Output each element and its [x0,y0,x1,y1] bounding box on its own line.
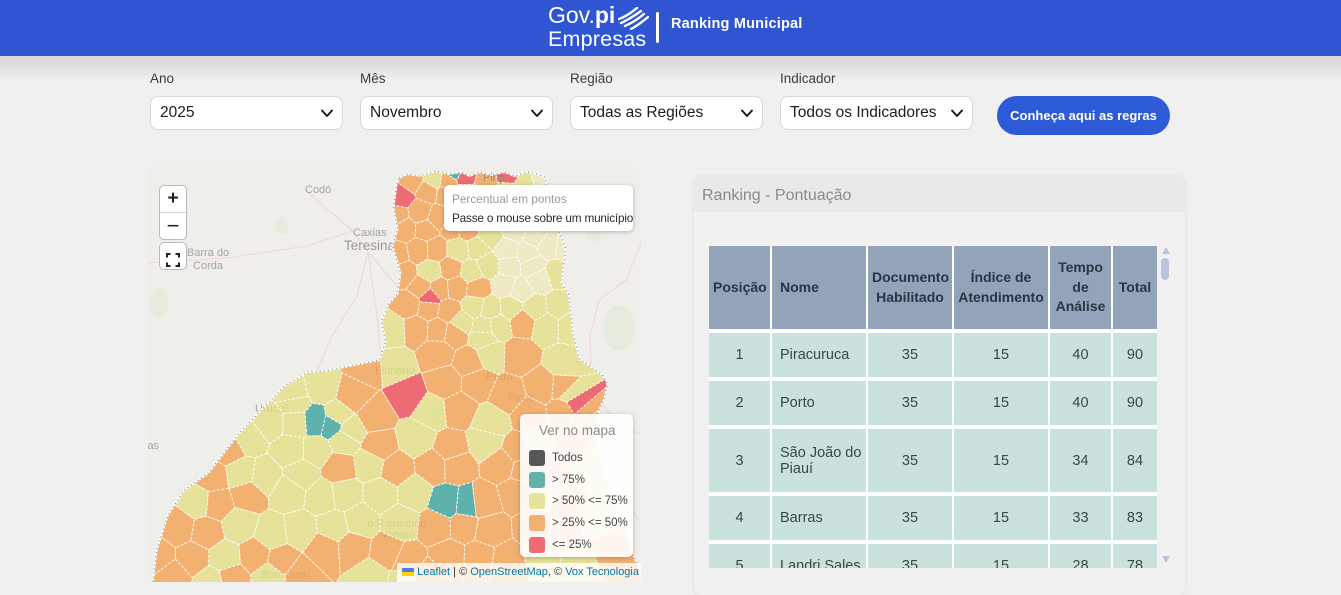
svg-text:Corda: Corda [193,260,224,272]
svg-text:Teresina: Teresina [344,238,396,253]
svg-text:ias: ias [147,440,160,452]
svg-text:Barra do: Barra do [187,247,229,259]
svg-text:Codó: Codó [305,184,331,196]
svg-text:Caxias: Caxias [353,227,387,239]
